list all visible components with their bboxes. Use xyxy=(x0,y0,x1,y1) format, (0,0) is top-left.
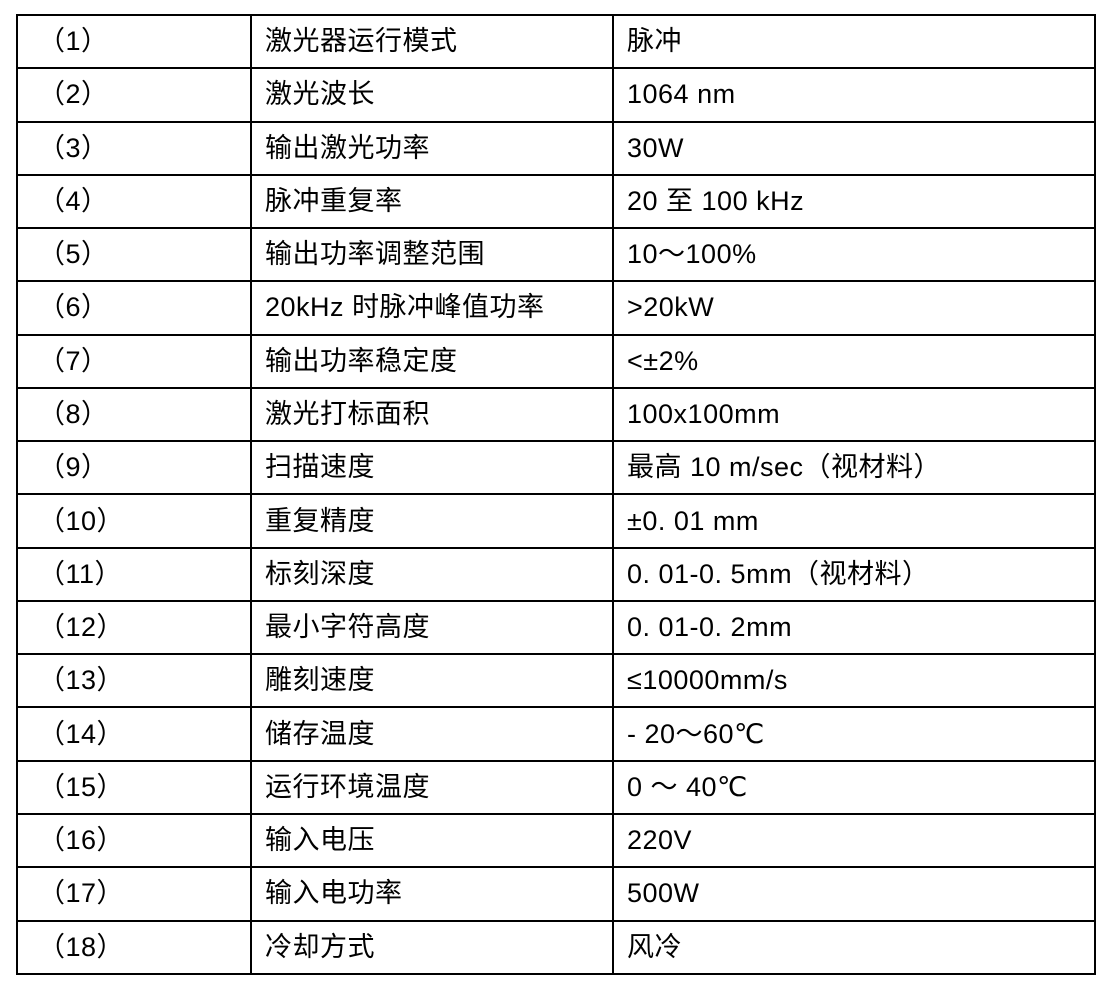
param-name-cell: 标刻深度 xyxy=(250,546,614,602)
row-index-cell: （8） xyxy=(16,386,252,443)
row-index-cell: （17） xyxy=(16,866,252,922)
row-index-cell: （10） xyxy=(16,493,252,549)
table-row: （1） 激光器运行模式 脉冲 xyxy=(16,13,1096,70)
param-name-cell: 扫描速度 xyxy=(250,440,614,496)
table-row: （12） 最小字符高度 0. 01-0. 2mm xyxy=(16,599,1096,656)
table-row: （3） 输出激光功率 30W xyxy=(16,120,1096,176)
table-row: （9） 扫描速度 最高 10 m/sec（视材料） xyxy=(16,440,1096,496)
param-value-cell: 最高 10 m/sec（视材料） xyxy=(612,440,1096,496)
param-name-cell: 输出激光功率 xyxy=(250,120,614,176)
row-index-cell: （11） xyxy=(16,546,252,602)
param-value-cell: 100x100mm xyxy=(612,386,1096,443)
table-row: （15） 运行环境温度 0 ～ 40℃ xyxy=(16,759,1096,815)
param-name-cell: 20kHz 时脉冲峰值功率 xyxy=(250,280,614,336)
spec-table-body: （1） 激光器运行模式 脉冲 （2） 激光波长 1064 nm （3） 输出激光功率 30W （4… xyxy=(16,13,1096,976)
param-name-cell: 脉冲重复率 xyxy=(250,173,614,230)
row-index-cell: （16） xyxy=(16,812,252,869)
param-value-cell: 0. 01-0. 5mm（视材料） xyxy=(612,546,1096,602)
param-name-cell: 激光器运行模式 xyxy=(250,13,614,70)
row-index-cell: （3） xyxy=(16,120,252,176)
row-index-cell: （7） xyxy=(16,333,252,389)
param-name-cell: 雕刻速度 xyxy=(250,653,614,709)
row-index-cell: （14） xyxy=(16,706,252,762)
table-row: （10） 重复精度 ±0. 01 mm xyxy=(16,493,1096,549)
param-name-cell: 输入电功率 xyxy=(250,866,614,922)
row-index-cell: （9） xyxy=(16,440,252,496)
table-row: （18） 冷却方式 风冷 xyxy=(16,919,1096,976)
param-value-cell: 10～100% xyxy=(612,227,1096,283)
table-row: （5） 输出功率调整范围 10～100% xyxy=(16,227,1096,283)
row-index-cell: （18） xyxy=(16,919,252,976)
row-index-cell: （6） xyxy=(16,280,252,336)
param-value-cell: 30W xyxy=(612,120,1096,176)
row-index-cell: （13） xyxy=(16,653,252,709)
param-name-cell: 运行环境温度 xyxy=(250,759,614,815)
table-row: （17） 输入电功率 500W xyxy=(16,866,1096,922)
param-name-cell: 重复精度 xyxy=(250,493,614,549)
spec-table: （1） 激光器运行模式 脉冲 （2） 激光波长 1064 nm （3） 输出激光功率 30W （4… xyxy=(16,13,1096,976)
param-name-cell: 输入电压 xyxy=(250,812,614,869)
param-value-cell: 风冷 xyxy=(612,919,1096,976)
param-name-cell: 激光波长 xyxy=(250,67,614,123)
param-value-cell: >20kW xyxy=(612,280,1096,336)
table-row: （2） 激光波长 1064 nm xyxy=(16,67,1096,123)
param-name-cell: 冷却方式 xyxy=(250,919,614,976)
table-row: （14） 储存温度 - 20～60℃ xyxy=(16,706,1096,762)
row-index-cell: （2） xyxy=(16,67,252,123)
table-row: （8） 激光打标面积 100x100mm xyxy=(16,386,1096,443)
param-value-cell: 1064 nm xyxy=(612,67,1096,123)
param-value-cell: - 20～60℃ xyxy=(612,706,1096,762)
param-value-cell: <±2% xyxy=(612,333,1096,389)
param-value-cell: 0 ～ 40℃ xyxy=(612,759,1096,815)
param-name-cell: 输出功率稳定度 xyxy=(250,333,614,389)
param-name-cell: 输出功率调整范围 xyxy=(250,227,614,283)
param-value-cell: 脉冲 xyxy=(612,13,1096,70)
param-name-cell: 储存温度 xyxy=(250,706,614,762)
param-value-cell: ±0. 01 mm xyxy=(612,493,1096,549)
table-row: （13） 雕刻速度 ≤10000mm/s xyxy=(16,653,1096,709)
row-index-cell: （15） xyxy=(16,759,252,815)
table-row: （6） 20kHz 时脉冲峰值功率 >20kW xyxy=(16,280,1096,336)
table-row: （4） 脉冲重复率 20 至 100 kHz xyxy=(16,173,1096,230)
row-index-cell: （1） xyxy=(16,13,252,70)
param-value-cell: ≤10000mm/s xyxy=(612,653,1096,709)
param-value-cell: 500W xyxy=(612,866,1096,922)
param-name-cell: 最小字符高度 xyxy=(250,599,614,656)
row-index-cell: （4） xyxy=(16,173,252,230)
param-value-cell: 220V xyxy=(612,812,1096,869)
param-value-cell: 0. 01-0. 2mm xyxy=(612,599,1096,656)
param-value-cell: 20 至 100 kHz xyxy=(612,173,1096,230)
row-index-cell: （12） xyxy=(16,599,252,656)
table-row: （7） 输出功率稳定度 <±2% xyxy=(16,333,1096,389)
table-row: （11） 标刻深度 0. 01-0. 5mm（视材料） xyxy=(16,546,1096,602)
table-row: （16） 输入电压 220V xyxy=(16,812,1096,869)
row-index-cell: （5） xyxy=(16,227,252,283)
param-name-cell: 激光打标面积 xyxy=(250,386,614,443)
